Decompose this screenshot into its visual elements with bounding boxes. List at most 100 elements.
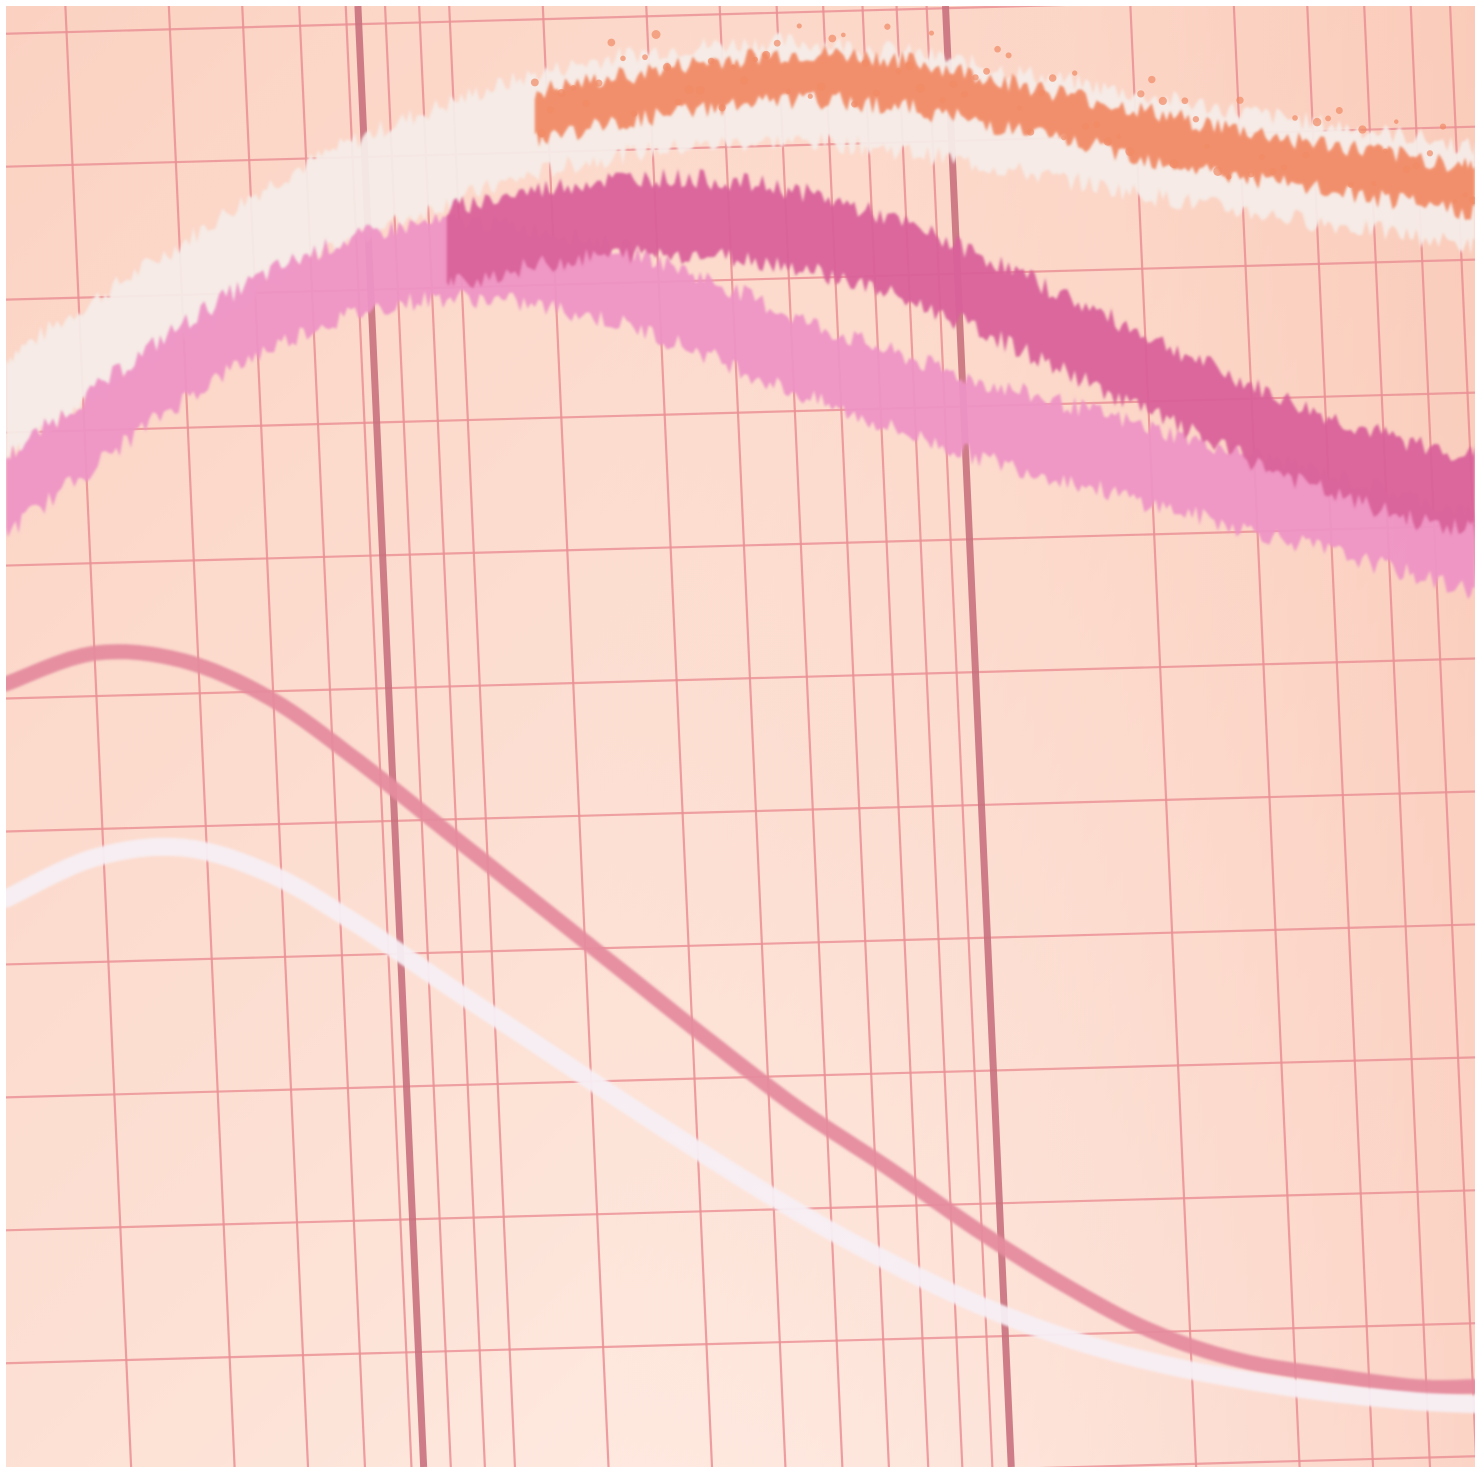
series-point — [1204, 143, 1210, 149]
series-point — [1169, 159, 1179, 169]
series-point — [642, 54, 648, 61]
chart-frame — [6, 6, 1475, 1467]
series-point — [841, 32, 846, 38]
line-chart — [6, 6, 1475, 1467]
series-point — [1148, 75, 1156, 84]
series-point — [1426, 150, 1434, 157]
series-point — [994, 45, 1001, 53]
minor-gridline-y — [6, 1056, 1475, 1099]
series-point — [1213, 166, 1223, 177]
series-point — [817, 82, 826, 91]
minor-gridline-y — [6, 790, 1475, 833]
series-point — [1192, 116, 1200, 123]
minor-gridline-y — [6, 6, 1066, 35]
series-point — [674, 98, 682, 106]
series-point — [785, 88, 791, 94]
series-point — [895, 68, 902, 75]
minor-gridline-x — [64, 6, 133, 1467]
series-point — [730, 64, 736, 70]
series-point — [1382, 148, 1388, 154]
series-point — [1082, 122, 1090, 130]
series-point — [983, 67, 990, 75]
series-point — [851, 100, 858, 108]
minor-gridline-x — [1232, 6, 1301, 1467]
series-point — [1469, 196, 1475, 205]
series-point — [1093, 121, 1101, 129]
series-point — [928, 30, 935, 36]
series-point — [1439, 123, 1447, 130]
series-point — [1038, 89, 1046, 97]
series-point — [972, 74, 979, 81]
series-point — [807, 93, 813, 99]
series-point — [1312, 117, 1322, 127]
series-point — [1236, 96, 1244, 104]
series-point — [662, 62, 672, 72]
series-point — [1269, 167, 1277, 175]
series-point — [1137, 90, 1145, 98]
series-point — [1452, 199, 1458, 204]
series-point — [1394, 119, 1399, 124]
series-point — [570, 85, 577, 91]
series-point — [1335, 107, 1343, 114]
series-point — [1103, 137, 1112, 146]
minor-gridline-y — [6, 524, 1475, 567]
minor-gridline-x — [1363, 6, 1432, 1467]
series-line — [6, 837, 1475, 1414]
series-point — [1281, 164, 1288, 171]
series-point — [872, 89, 880, 97]
series-point — [949, 80, 958, 88]
series-point — [630, 110, 638, 117]
series-point — [607, 38, 616, 47]
series-point — [595, 79, 603, 87]
series-5 — [6, 644, 1475, 1395]
series-point — [740, 76, 749, 85]
series-point — [915, 83, 926, 94]
series-point — [1412, 162, 1420, 170]
series-point — [961, 91, 968, 98]
series-layer — [6, 23, 1475, 1414]
minor-gridline-x — [1306, 6, 1375, 1467]
series-point — [1116, 134, 1122, 140]
series-point — [796, 23, 802, 29]
series-point — [1325, 115, 1332, 122]
series-point — [582, 99, 590, 107]
series-point — [1181, 97, 1189, 105]
series-point — [1371, 180, 1377, 187]
series-point — [939, 97, 946, 104]
series-point — [707, 57, 715, 65]
series-point — [1347, 181, 1354, 188]
series-point — [557, 89, 566, 98]
series-point — [1226, 174, 1232, 180]
series-point — [684, 85, 694, 95]
series-point — [1247, 170, 1255, 178]
series-point — [695, 85, 705, 95]
series-point — [1259, 154, 1265, 160]
series-point — [861, 59, 870, 68]
series-point — [718, 104, 726, 112]
minor-gridline-x — [1409, 6, 1475, 1459]
minor-gridline-y — [1038, 1455, 1475, 1467]
series-point — [1061, 135, 1067, 141]
series-point — [1072, 70, 1078, 76]
series-point — [620, 55, 626, 62]
series-point — [651, 30, 661, 39]
series-point — [1048, 74, 1057, 82]
series-point — [1158, 96, 1167, 106]
series-point — [547, 106, 555, 114]
series-point — [1358, 125, 1367, 134]
series-point — [1402, 165, 1411, 174]
series-point — [884, 23, 891, 30]
minor-gridline-y — [6, 1189, 1475, 1232]
series-point — [537, 129, 546, 138]
series-point — [1125, 147, 1135, 156]
series-point — [752, 56, 758, 63]
series-point — [905, 61, 914, 71]
series-point — [1302, 151, 1310, 159]
series-point — [762, 50, 771, 60]
series-point — [1462, 192, 1468, 198]
series-line — [446, 168, 1475, 539]
series-line — [6, 644, 1475, 1395]
series-3 — [446, 168, 1475, 539]
series-point — [828, 34, 837, 43]
series-point — [1292, 115, 1298, 121]
